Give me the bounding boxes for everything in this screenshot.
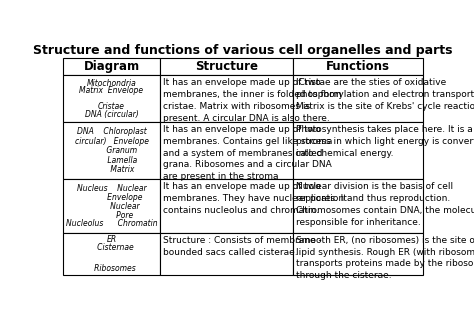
Text: Structure and functions of various cell organelles and parts: Structure and functions of various cell … bbox=[33, 44, 453, 57]
Text: Smooth ER, (no ribosomes) is the site of
lipid synthesis. Rough ER (with ribosom: Smooth ER, (no ribosomes) is the site of… bbox=[296, 236, 474, 280]
Bar bbox=[160, 75, 293, 122]
Bar bbox=[63, 58, 160, 75]
Text: ICristae are the sties of oxidative
phosphorylation and electron transport.
Matr: ICristae are the sties of oxidative phos… bbox=[296, 78, 474, 111]
Bar bbox=[293, 75, 423, 122]
Text: It has an envelope made up of two
membranes. They have nuclear pores. It
contain: It has an envelope made up of two membra… bbox=[163, 182, 347, 215]
Text: Granum: Granum bbox=[85, 146, 137, 155]
Text: Lamella: Lamella bbox=[86, 156, 137, 165]
Bar bbox=[63, 122, 160, 180]
Text: Diagram: Diagram bbox=[83, 60, 139, 73]
Text: Photosynthesis takes place here. It is a
process in which light energy is conver: Photosynthesis takes place here. It is a… bbox=[296, 125, 474, 158]
Text: DNA (circular): DNA (circular) bbox=[85, 110, 138, 119]
Bar bbox=[293, 122, 423, 180]
Bar bbox=[63, 75, 160, 122]
Text: Matrix: Matrix bbox=[89, 165, 134, 175]
Text: Nucleus    Nuclear: Nucleus Nuclear bbox=[77, 184, 146, 193]
Text: Cisternae: Cisternae bbox=[90, 243, 133, 252]
Bar bbox=[63, 233, 160, 276]
Text: Matrix  Envelope: Matrix Envelope bbox=[80, 86, 144, 95]
Text: DNA    Chloroplast: DNA Chloroplast bbox=[77, 127, 146, 136]
Bar bbox=[160, 180, 293, 233]
Bar bbox=[293, 58, 423, 75]
Text: Nuclear: Nuclear bbox=[84, 202, 139, 211]
Text: Structure: Structure bbox=[195, 60, 258, 73]
Text: ER: ER bbox=[107, 235, 117, 244]
Text: It has an envelope made up of two
membranes, the inner is folded to form
cristae: It has an envelope made up of two membra… bbox=[163, 78, 342, 123]
Bar bbox=[160, 233, 293, 276]
Text: Nucleolus      Chromatin: Nucleolus Chromatin bbox=[66, 220, 157, 228]
Text: Structure : Consists of membrane -
bounded sacs called cisterae.: Structure : Consists of membrane - bound… bbox=[163, 236, 322, 256]
Bar bbox=[293, 180, 423, 233]
Bar bbox=[293, 233, 423, 276]
Text: Pore: Pore bbox=[90, 210, 133, 220]
Bar bbox=[63, 180, 160, 233]
Text: Ribosomes: Ribosomes bbox=[87, 264, 136, 273]
Text: It has an envelope made up of two
membranes. Contains gel like stroma
and a syst: It has an envelope made up of two membra… bbox=[163, 125, 332, 181]
Text: Functions: Functions bbox=[326, 60, 390, 73]
Text: Cristae: Cristae bbox=[98, 102, 125, 111]
Text: circular)   Envelope: circular) Envelope bbox=[74, 137, 148, 146]
Bar bbox=[160, 122, 293, 180]
Text: Mitochondria: Mitochondria bbox=[87, 79, 137, 88]
Text: Envelope: Envelope bbox=[81, 193, 142, 202]
Text: Nuclear division is the basis of cell
replication and thus reproduction.
Chromos: Nuclear division is the basis of cell re… bbox=[296, 182, 474, 227]
Bar bbox=[160, 58, 293, 75]
